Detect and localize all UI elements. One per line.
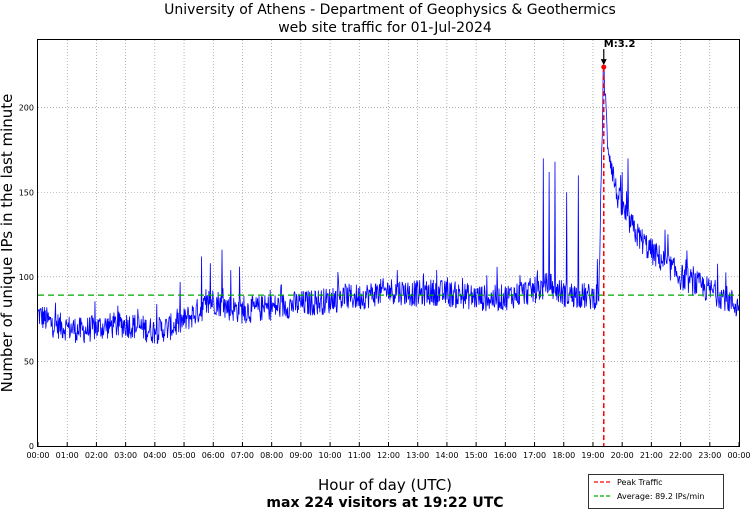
- x-tick-label: 06:00: [202, 451, 225, 460]
- x-tick-label: 22:00: [669, 451, 692, 460]
- plot-area: [37, 39, 740, 447]
- x-axis-title: Hour of day (UTC): [318, 476, 452, 494]
- x-tick-label: 03:00: [114, 451, 137, 460]
- y-axis-title: Number of unique IPs in the last minute: [0, 94, 16, 393]
- x-tick-label: 19:00: [581, 451, 604, 460]
- x-tick-label: 17:00: [523, 451, 546, 460]
- x-tick-label: 00:00: [26, 451, 49, 460]
- x-tick-label: 10:00: [319, 451, 342, 460]
- y-tick-label: 100: [19, 273, 34, 282]
- y-axis-ticks: 0 50 100 150 200: [19, 104, 34, 451]
- x-tick-label: 00:00: [727, 451, 750, 460]
- x-tick-label: 21:00: [640, 451, 663, 460]
- x-tick-label: 15:00: [465, 451, 488, 460]
- y-tick-label: 0: [29, 442, 34, 451]
- x-tick-label: 16:00: [494, 451, 517, 460]
- x-tick-label: 04:00: [143, 451, 166, 460]
- x-axis-ticks: 00:00 01:00 02:00 03:00 04:00 05:00 06:00 07:00…: [26, 442, 750, 460]
- x-tick-label: 08:00: [260, 451, 283, 460]
- x-tick-label: 07:00: [231, 451, 254, 460]
- x-tick-label: 20:00: [611, 451, 634, 460]
- y-tick-label: 200: [19, 104, 34, 113]
- x-tick-label: 02:00: [85, 451, 108, 460]
- legend: Peak Traffic Average: 89.2 IPs/min: [588, 474, 724, 509]
- chart-subtitle: web site traffic for 01-Jul-2024: [278, 20, 492, 36]
- y-tick-label: 150: [19, 188, 34, 197]
- x-tick-label: 18:00: [552, 451, 575, 460]
- x-tick-label: 09:00: [289, 451, 312, 460]
- legend-average-label: Average: 89.2 IPs/min: [617, 492, 704, 501]
- legend-box: [588, 474, 724, 509]
- x-tick-label: 12:00: [377, 451, 400, 460]
- traffic-series-line: [37, 66, 740, 345]
- chart-title: University of Athens - Department of Geo…: [164, 2, 616, 18]
- x-tick-label: 01:00: [56, 451, 79, 460]
- y-tick-label: 50: [24, 357, 34, 366]
- x-tick-label: 14:00: [435, 451, 458, 460]
- x-tick-label: 05:00: [173, 451, 196, 460]
- legend-peak-label: Peak Traffic: [617, 478, 663, 487]
- chart-caption: max 224 visitors at 19:22 UTC: [266, 495, 503, 511]
- peak-dot: [601, 64, 607, 70]
- x-tick-label: 23:00: [698, 451, 721, 460]
- peak-arrowhead-icon: [600, 59, 607, 66]
- peak-marker-label: M:3.2: [604, 39, 636, 50]
- x-tick-label: 13:00: [406, 451, 429, 460]
- x-tick-label: 11:00: [348, 451, 371, 460]
- peak-marker: M:3.2: [600, 39, 636, 70]
